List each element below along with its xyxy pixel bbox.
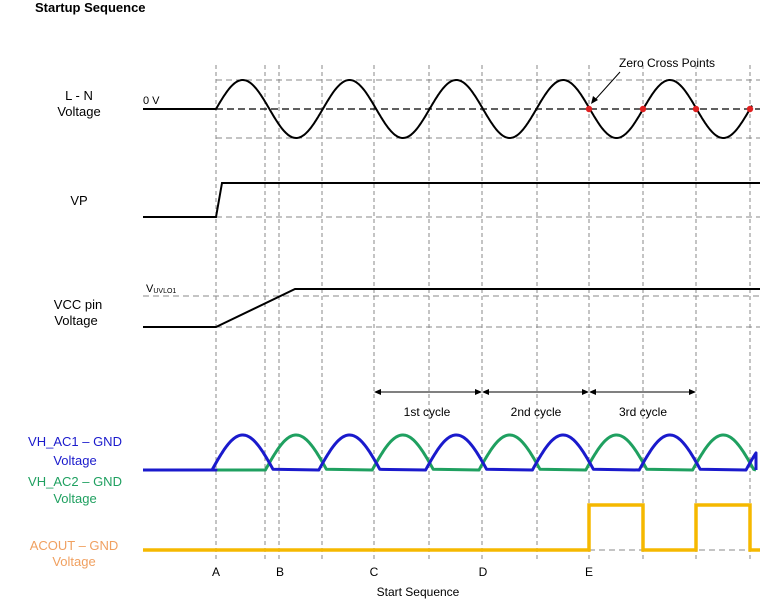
zero-cross-point: [639, 105, 647, 113]
ln-label: L - N: [65, 88, 93, 103]
zero-cross-point: [746, 105, 754, 113]
marker-c: C: [370, 565, 379, 579]
grid-lines: [143, 65, 760, 562]
annotation-arrowhead-icon: [591, 96, 598, 104]
ln-label-2: Voltage: [57, 104, 100, 119]
cycle-label-1: 1st cycle: [404, 405, 451, 419]
cycle-label-2: 2nd cycle: [511, 405, 562, 419]
signal-traces: [143, 79, 760, 552]
arrowhead-right-icon: [689, 389, 696, 395]
vp-label: VP: [70, 193, 87, 208]
arrowhead-left-icon: [482, 389, 489, 395]
arrowhead-right-icon: [475, 389, 482, 395]
vcc-label: VCC pin: [54, 297, 102, 312]
vh-ac1-label-2: Voltage: [53, 453, 96, 468]
diagram-title: Startup Sequence: [35, 0, 146, 15]
marker-a: A: [212, 565, 220, 579]
marker-e: E: [585, 565, 593, 579]
vcc-label-2: Voltage: [54, 313, 97, 328]
acout-label: ACOUT – GND: [30, 538, 119, 553]
vh-ac2-trace: [143, 433, 757, 472]
ln-voltage-trace: [143, 79, 753, 139]
zero-cross-point: [692, 105, 700, 113]
cycle-label-3: 3rd cycle: [619, 405, 667, 419]
marker-d: D: [479, 565, 488, 579]
x-axis-label: Start Sequence: [377, 585, 460, 599]
arrowhead-left-icon: [589, 389, 596, 395]
vp-trace: [143, 182, 760, 218]
marker-b: B: [276, 565, 284, 579]
zero-cross-point: [585, 105, 593, 113]
vh-ac1-label: VH_AC1 – GND: [28, 434, 122, 449]
vuvlo1-label: VUVLO1: [146, 283, 176, 295]
vh-ac1-trace: [143, 433, 758, 472]
zero-volt-label: 0 V: [143, 95, 160, 107]
vh-ac2-label-2: Voltage: [53, 491, 96, 506]
arrowhead-right-icon: [582, 389, 589, 395]
acout-label-2: Voltage: [52, 554, 95, 569]
arrowhead-left-icon: [374, 389, 381, 395]
zero-cross-annotation: Zero Cross Points: [619, 56, 715, 70]
annotation-arrow: [593, 71, 621, 102]
vcc-trace: [143, 288, 760, 328]
acout-trace: [143, 503, 760, 552]
vh-ac2-label: VH_AC2 – GND: [28, 474, 122, 489]
